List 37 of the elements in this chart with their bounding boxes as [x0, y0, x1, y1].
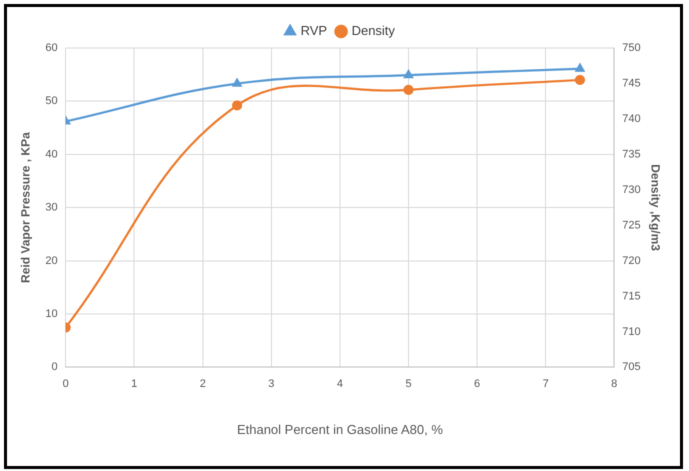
y-tick-label: 10 [45, 308, 58, 320]
legend-label: RVP [300, 23, 328, 38]
x-tick-label: 6 [474, 378, 480, 390]
y2-tick-label: 730 [622, 184, 641, 196]
x-tick-label: 8 [611, 378, 618, 390]
y-tick-label: 50 [45, 95, 58, 108]
y2-tick-label: 750 [622, 42, 641, 54]
y2-tick-label: 745 [622, 78, 641, 90]
x-tick-label: 2 [200, 378, 206, 390]
y-axis-title: Reid Vapor Pressure , KPa [18, 132, 33, 283]
y2-tick-label: 720 [622, 254, 641, 267]
point [575, 64, 585, 72]
point [574, 74, 586, 86]
y-tick-label: 20 [45, 254, 58, 267]
x-tick-label: 3 [268, 378, 274, 390]
y2-tick-label: 705 [622, 361, 641, 374]
y2-axis-title: Density ,Kg/m3 [648, 164, 662, 252]
point [232, 100, 242, 111]
y2-tick-label: 710 [622, 326, 641, 338]
x-tick-label: 1 [131, 378, 138, 390]
point [232, 78, 242, 87]
x-tick-label: 5 [405, 378, 412, 390]
x-tick-label: 7 [542, 378, 549, 390]
legend-label: Density [352, 23, 396, 38]
y2-tick-label: 715 [622, 290, 641, 302]
y-tick-label: 60 [45, 42, 58, 54]
y2-tick-label: 740 [622, 112, 641, 125]
y-tick-label: 0 [52, 361, 58, 374]
x-tick-label: 4 [336, 378, 344, 390]
x-axis-title: Ethanol Percent in Gasoline A80, % [236, 422, 444, 437]
x-tick-label: 0 [62, 378, 69, 390]
y-tick-label: 30 [45, 202, 58, 214]
y2-tick-label: 735 [622, 148, 641, 160]
y2-tick-label: 725 [622, 219, 641, 232]
y-tick-label: 40 [45, 148, 58, 160]
point [404, 70, 414, 78]
point [403, 84, 414, 95]
